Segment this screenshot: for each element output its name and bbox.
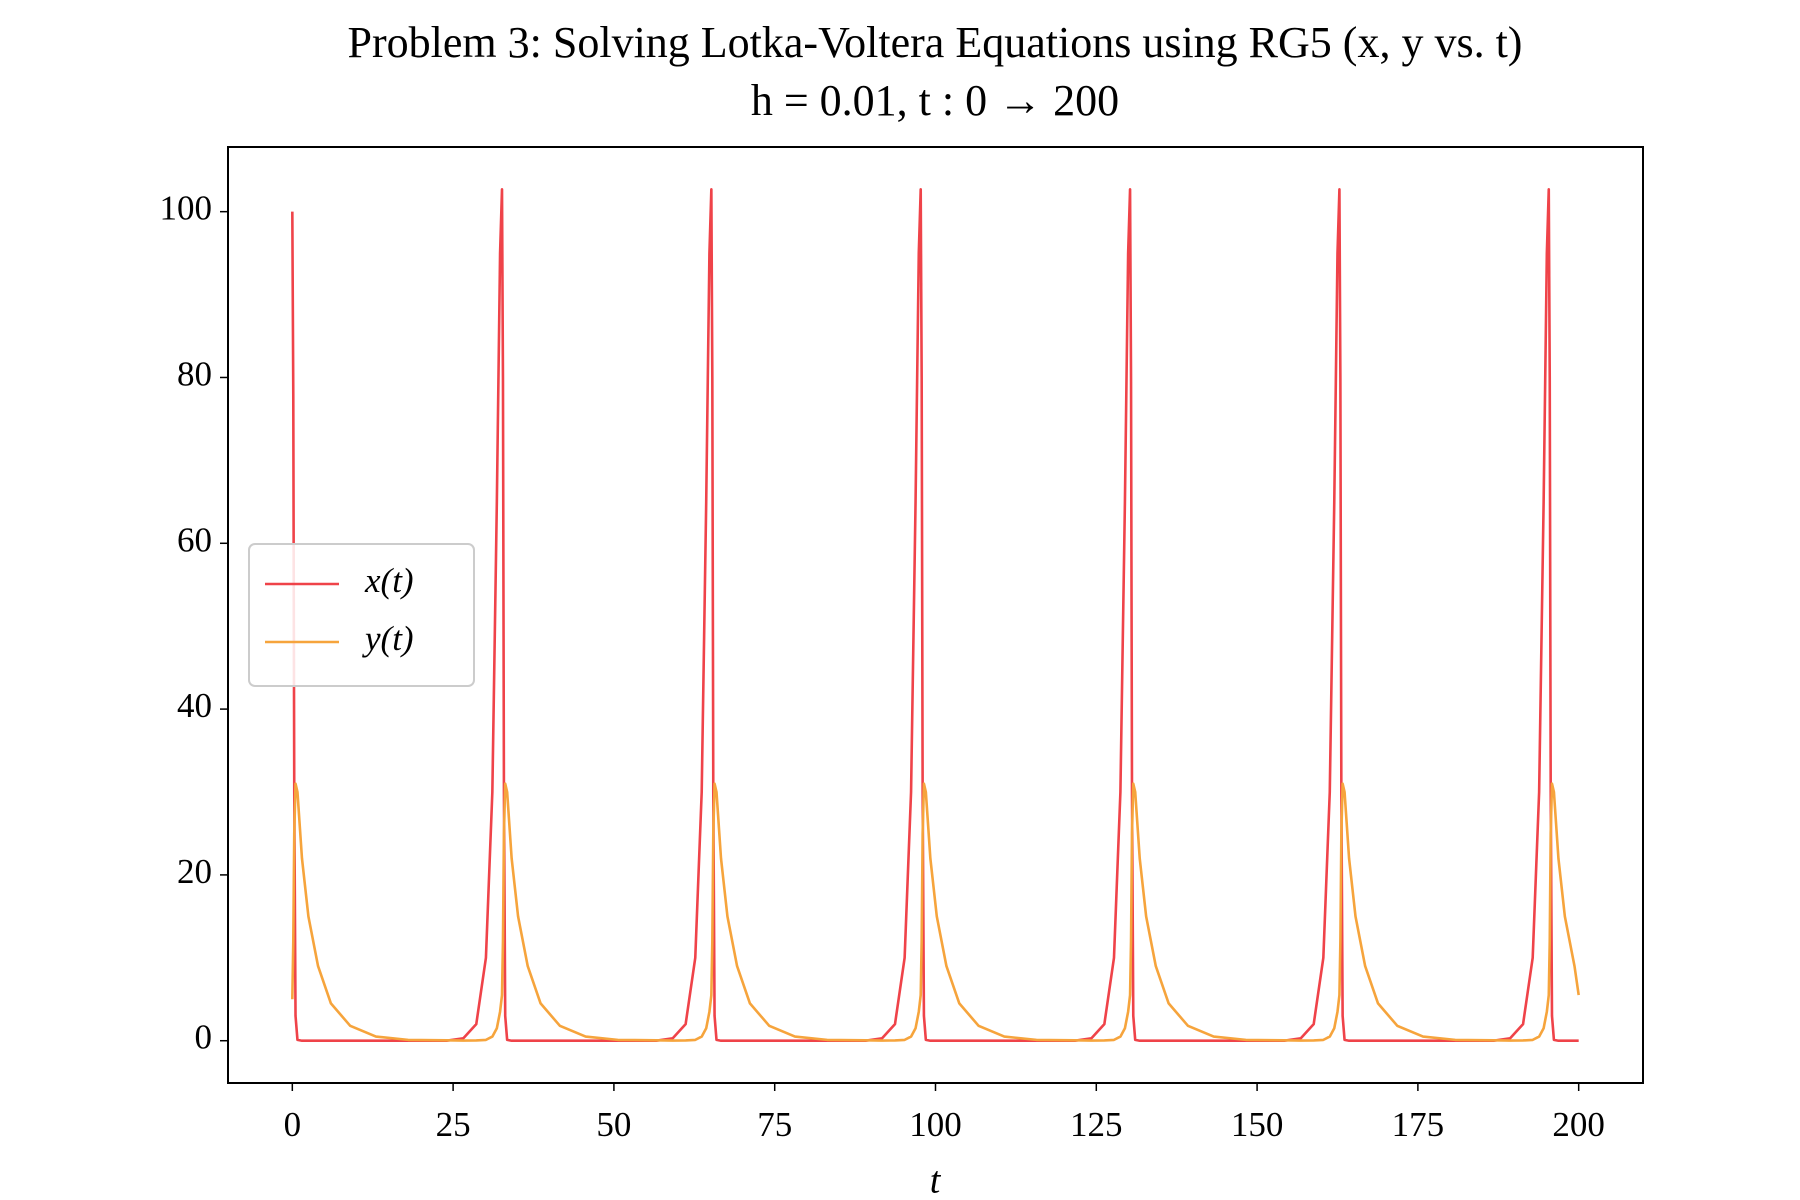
x-tick-label: 25 xyxy=(436,1105,471,1144)
x-tick-label: 125 xyxy=(1070,1105,1123,1144)
x-tick-label: 75 xyxy=(757,1105,792,1144)
chart-title: Problem 3: Solving Lotka-Voltera Equatio… xyxy=(348,18,1523,67)
legend-label: x(t) xyxy=(364,561,414,600)
x-tick-label: 150 xyxy=(1231,1105,1284,1144)
x-tick-label: 50 xyxy=(596,1105,631,1144)
x-tick-label: 200 xyxy=(1552,1105,1605,1144)
y-tick-label: 100 xyxy=(160,189,213,228)
chart-subtitle: h = 0.01, t : 0 → 200 xyxy=(751,76,1119,125)
legend: x(t) y(t) xyxy=(248,543,475,687)
y-tick-label: 60 xyxy=(177,520,212,559)
series-line xyxy=(291,187,1579,1043)
legend-label: y(t) xyxy=(362,619,414,658)
x-tick-label: 100 xyxy=(909,1105,962,1144)
legend-box xyxy=(248,543,475,687)
series-line xyxy=(291,782,1580,1042)
y-tick-label: 80 xyxy=(177,355,212,394)
x-tick-label: 0 xyxy=(284,1105,302,1144)
x-axis-label: t xyxy=(930,1160,942,1200)
y-tick-label: 20 xyxy=(177,852,212,891)
x-tick-label: 175 xyxy=(1392,1105,1445,1144)
plot-frame xyxy=(227,146,1644,1084)
y-tick-label: 40 xyxy=(177,686,212,725)
y-tick-label: 0 xyxy=(195,1018,213,1057)
